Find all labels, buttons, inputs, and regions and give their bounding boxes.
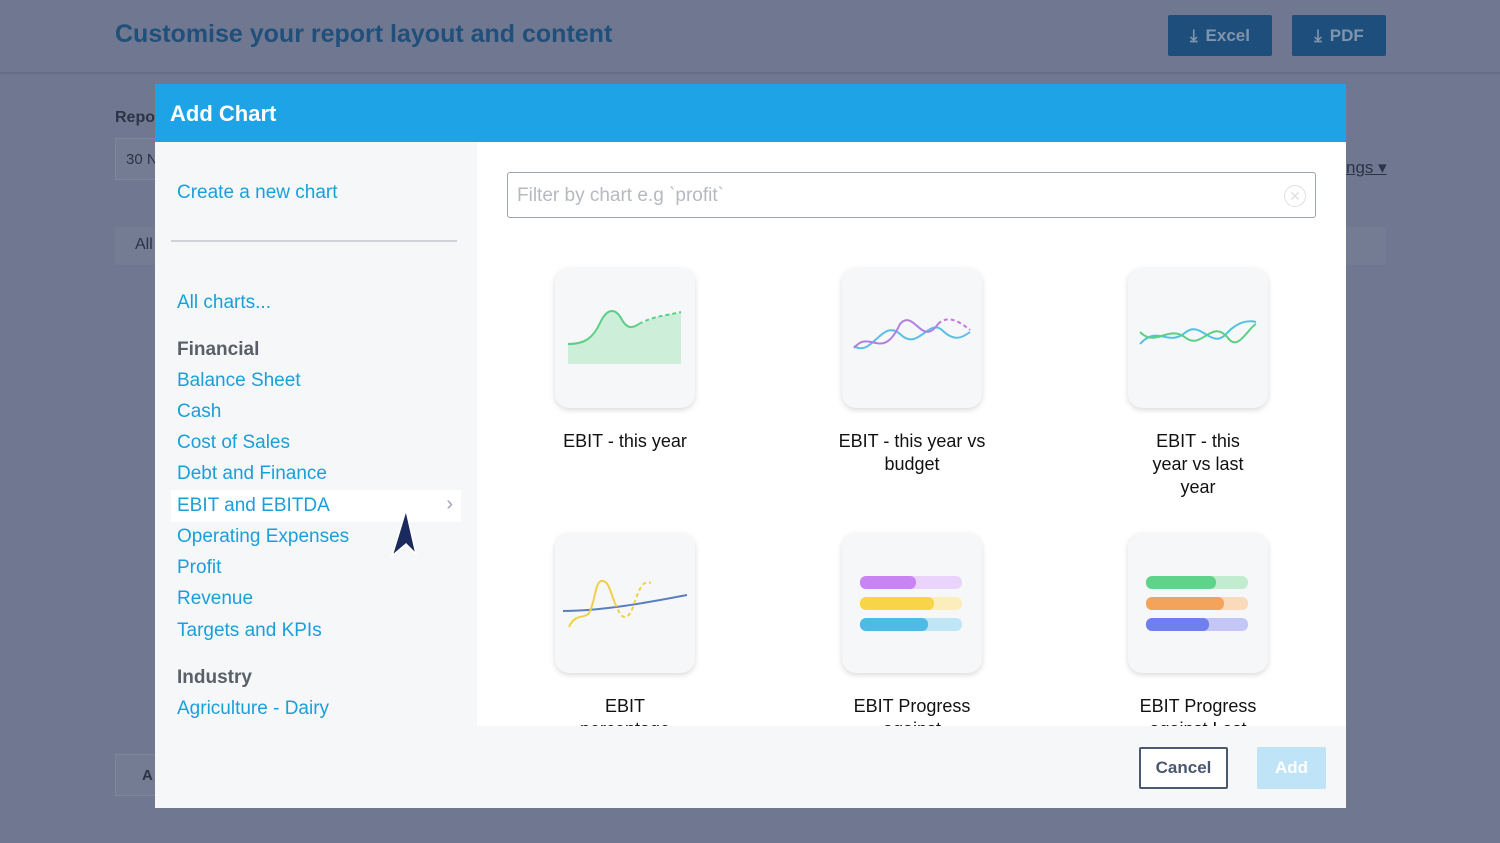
chart-card-ebit-progress-against[interactable] (842, 533, 982, 673)
filter-input[interactable]: Filter by chart e.g `profit` ✕ (507, 172, 1316, 218)
sidebar-item-targets-and-kpis[interactable]: Targets and KPIs (177, 620, 322, 641)
group-heading: Industry (177, 667, 252, 688)
cancel-button[interactable]: Cancel (1139, 747, 1228, 789)
chart-card-ebit-vs-budget[interactable] (842, 268, 982, 408)
sidebar-item-agriculture-dairy[interactable]: Agriculture - Dairy (177, 698, 330, 719)
all-charts-link[interactable]: All charts... (177, 292, 271, 313)
modal-footer: Cancel Add (155, 726, 1346, 808)
line-vs-last-year-chart-icon (1139, 320, 1257, 345)
line-vs-budget-chart-icon (853, 318, 971, 350)
sidebar-item-revenue[interactable]: Revenue (177, 588, 254, 609)
modal-title: Add Chart (155, 84, 1346, 142)
chart-label: EBIT Progress against (853, 696, 971, 726)
sidebar-item-balance-sheet[interactable]: Balance Sheet (177, 370, 301, 391)
chart-label: EBIT Progress against Last (1139, 696, 1257, 726)
chart-gallery: Filter by chart e.g `profit` ✕ EBIT - thi… (477, 142, 1346, 726)
area-chart-icon (567, 310, 682, 364)
chart-label: EBIT - this year vs last year (1152, 431, 1244, 497)
report-label: Repo (115, 109, 155, 126)
chart-card-ebit-progress-against-last[interactable] (1128, 533, 1268, 673)
settings-link[interactable]: ngs ▾ (1346, 158, 1387, 177)
progress-bars-icon (1146, 576, 1248, 631)
sidebar-item-ebit-and-ebitda[interactable]: EBIT and EBITDA (177, 495, 330, 516)
pdf-label: PDF (1329, 25, 1364, 45)
divider (0, 72, 1500, 74)
page-title: Customise your report layout and content (115, 20, 613, 48)
create-new-chart-link[interactable]: Create a new chart (177, 182, 338, 203)
date-value: 30 N (126, 151, 158, 168)
chart-card-ebit-this-year[interactable] (555, 268, 695, 408)
chart-card-ebit-vs-last-year[interactable] (1128, 268, 1268, 408)
mouse-cursor-icon (390, 508, 418, 559)
add-button[interactable]: Add (1257, 747, 1326, 789)
chart-card-ebit-percentage[interactable] (555, 533, 695, 673)
sidebar-item-cost-of-sales[interactable]: Cost of Sales (177, 432, 290, 453)
pdf-button[interactable]: ⤓ PDF (1292, 15, 1386, 56)
sidebar-item-debt-and-finance[interactable]: Debt and Finance (177, 463, 327, 484)
clear-icon[interactable]: ✕ (1284, 185, 1306, 207)
download-icon: ⤓ (1314, 25, 1322, 45)
excel-label: Excel (1205, 25, 1250, 45)
chart-label: EBIT - this year vs budget (838, 431, 986, 474)
sidebar-item-cash[interactable]: Cash (177, 401, 222, 422)
chevron-right-icon: › (446, 493, 453, 515)
category-sidebar: Create a new chart All charts... Financi… (155, 142, 477, 726)
divider (171, 240, 457, 242)
sidebar-item-operating-expenses[interactable]: Operating Expenses (177, 526, 350, 547)
excel-button[interactable]: ⤓ Excel (1168, 15, 1272, 56)
tab-all[interactable]: All (135, 236, 153, 253)
download-icon: ⤓ (1190, 25, 1198, 45)
progress-bars-icon (860, 576, 962, 631)
chart-label: EBIT - this year (563, 431, 687, 451)
sidebar-item-profit[interactable]: Profit (177, 557, 222, 578)
percentage-line-chart-icon (562, 579, 688, 628)
selected-highlight: › (171, 490, 461, 522)
group-heading: Financial (177, 339, 260, 360)
add-chart-modal: Add Chart Create a new chart All charts.… (155, 84, 1346, 808)
chart-label: EBIT percentage (580, 696, 670, 726)
